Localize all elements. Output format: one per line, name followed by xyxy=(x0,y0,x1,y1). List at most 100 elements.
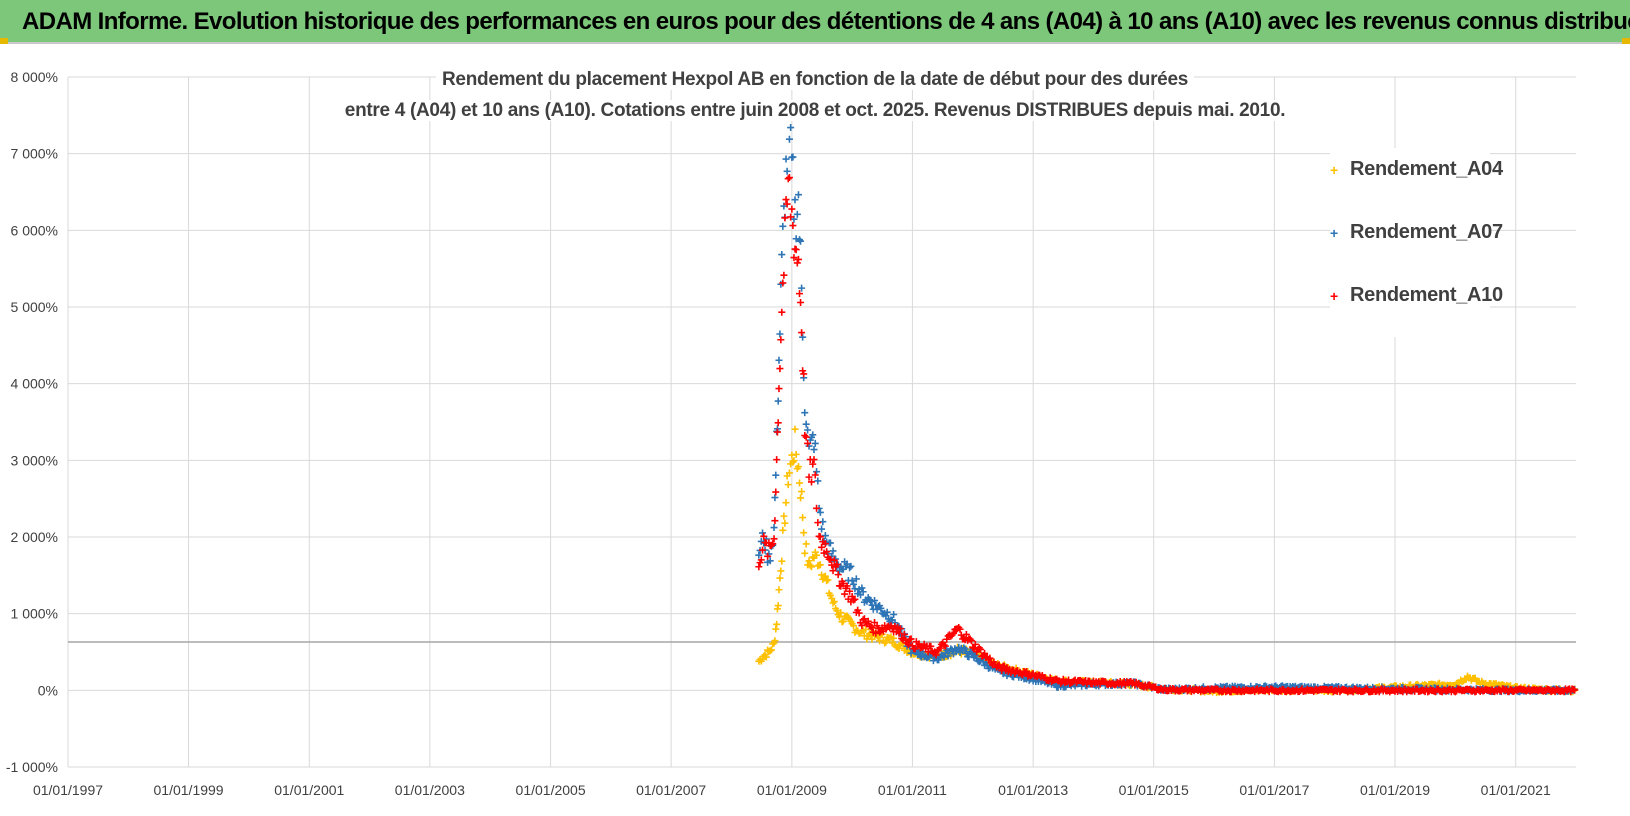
data-point xyxy=(839,617,847,625)
series-Rendement_A10 xyxy=(755,174,1579,696)
data-point xyxy=(779,279,787,287)
data-point xyxy=(851,595,859,603)
data-point xyxy=(943,635,951,643)
data-point xyxy=(778,251,786,259)
data-point xyxy=(846,587,854,595)
y-tick-label: -1 000% xyxy=(6,759,58,775)
data-point xyxy=(789,458,797,466)
data-point xyxy=(1571,686,1579,694)
data-point xyxy=(881,639,889,647)
data-point xyxy=(896,625,904,633)
legend-marker-a04: + xyxy=(1330,162,1339,178)
data-point xyxy=(867,597,875,605)
data-point xyxy=(781,214,789,222)
data-point xyxy=(895,644,903,652)
data-point xyxy=(773,456,781,464)
data-point xyxy=(801,409,809,417)
data-point xyxy=(834,571,842,579)
data-point xyxy=(802,540,810,548)
data-point xyxy=(799,333,807,341)
data-point xyxy=(890,634,898,642)
x-tick-label: 01/01/2021 xyxy=(1481,782,1551,798)
data-point xyxy=(868,624,876,632)
x-tick-label: 01/01/1997 xyxy=(33,782,103,798)
data-point xyxy=(851,585,859,593)
data-point xyxy=(829,567,837,575)
data-point xyxy=(770,524,778,532)
data-point xyxy=(780,512,788,520)
x-tick-label: 01/01/2003 xyxy=(395,782,465,798)
data-point xyxy=(872,629,880,637)
data-point xyxy=(796,290,804,298)
data-point xyxy=(792,246,800,254)
data-point xyxy=(830,598,838,606)
legend-marker-a07: + xyxy=(1330,225,1339,241)
data-point xyxy=(796,479,804,487)
data-point xyxy=(940,641,948,649)
x-tick-label: 01/01/1999 xyxy=(154,782,224,798)
data-point xyxy=(790,254,798,262)
data-point xyxy=(793,210,801,218)
data-point xyxy=(871,597,879,605)
data-point xyxy=(850,580,858,588)
data-point xyxy=(829,599,837,607)
data-point xyxy=(755,551,763,559)
data-point xyxy=(890,610,898,618)
data-point xyxy=(858,584,866,592)
data-point xyxy=(858,622,866,630)
data-point xyxy=(773,428,781,436)
data-point xyxy=(785,469,793,477)
data-point xyxy=(779,526,787,534)
data-point xyxy=(848,577,856,585)
chart-points xyxy=(755,105,1579,697)
data-point xyxy=(788,205,796,213)
legend-item-a04: + Rendement_A04 xyxy=(1330,148,1503,211)
data-point xyxy=(801,549,809,557)
data-point xyxy=(772,471,780,479)
x-tick-label: 01/01/2011 xyxy=(878,782,947,798)
legend-label-a04: Rendement_A04 xyxy=(1350,158,1503,180)
data-point xyxy=(785,174,793,182)
data-point xyxy=(771,637,779,645)
data-point xyxy=(806,561,814,569)
y-tick-label: 4 000% xyxy=(11,376,58,392)
data-point xyxy=(792,235,800,243)
data-point xyxy=(995,661,1003,669)
data-point xyxy=(813,551,821,559)
data-point xyxy=(895,629,903,637)
data-point xyxy=(791,196,799,204)
data-point xyxy=(783,200,791,208)
data-point xyxy=(823,577,831,585)
y-tick-label: 6 000% xyxy=(11,222,58,238)
y-tick-label: 0% xyxy=(38,682,58,698)
data-point xyxy=(802,433,810,441)
data-point xyxy=(766,557,774,565)
y-tick-label: 7 000% xyxy=(11,146,58,162)
data-point xyxy=(775,586,783,594)
data-point xyxy=(777,567,785,575)
data-point xyxy=(800,529,808,537)
data-point xyxy=(837,609,845,617)
data-point xyxy=(784,175,792,183)
data-point xyxy=(769,540,777,548)
data-point xyxy=(773,620,781,628)
data-point xyxy=(774,602,782,610)
data-point xyxy=(776,365,784,373)
data-point xyxy=(816,561,824,569)
chart-axes: -1 000% 0% 1 000% 2 000% 3 000% 4 000% 5 000% 6… xyxy=(6,69,1576,798)
data-point xyxy=(796,236,804,244)
data-point xyxy=(808,563,816,571)
data-point xyxy=(1021,669,1029,677)
y-tick-label: 3 000% xyxy=(11,452,58,468)
data-point xyxy=(814,477,822,485)
data-point xyxy=(833,560,841,568)
legend-label-a07: Rendement_A07 xyxy=(1350,221,1503,243)
data-point xyxy=(833,607,841,615)
data-point xyxy=(904,640,912,648)
x-tick-label: 01/01/2009 xyxy=(757,782,827,798)
data-point xyxy=(824,576,832,584)
corner-mark-left xyxy=(0,38,8,44)
data-point xyxy=(787,213,795,221)
data-point xyxy=(811,439,819,447)
x-tick-label: 01/01/2013 xyxy=(998,782,1068,798)
